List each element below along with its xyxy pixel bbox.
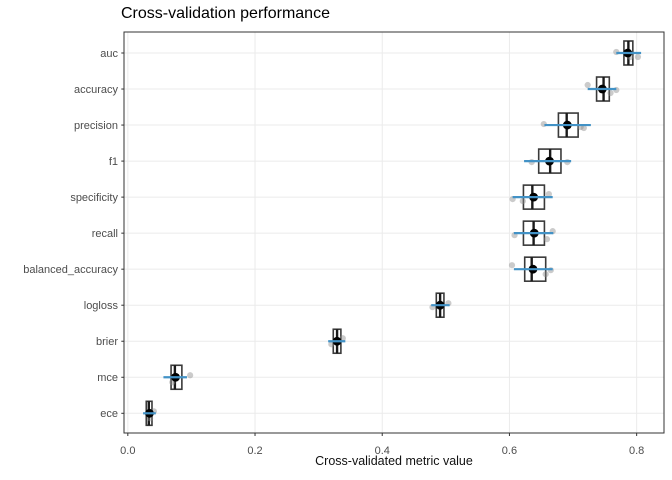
panel-background — [124, 32, 664, 433]
x-axis-title: Cross-validated metric value — [315, 454, 473, 468]
x-tick-label-0.2: 0.2 — [247, 445, 262, 457]
jitter-point-specificity-1 — [519, 198, 526, 205]
panel-border — [123, 31, 665, 434]
jitter-point-specificity-2 — [545, 191, 552, 198]
jitter-point-balanced_accuracy-0 — [508, 262, 516, 269]
y-tick-label-mce: mce — [97, 372, 118, 384]
jitter-point-balanced_accuracy-1 — [542, 271, 549, 278]
jitter-point-brier-0 — [328, 341, 335, 348]
x-tick-label-0.8: 0.8 — [629, 445, 644, 457]
jitter-point-auc-2 — [634, 53, 642, 61]
y-tick-label-brier: brier — [96, 336, 118, 348]
chart-title: Cross-validation performance — [121, 5, 330, 22]
y-tick-label-precision: precision — [74, 120, 118, 132]
jitter-point-accuracy-1 — [607, 89, 614, 97]
jitter-point-brier-1 — [339, 335, 346, 342]
y-tick-label-auc: auc — [100, 48, 118, 60]
y-tick-label-recall: recall — [92, 228, 118, 240]
x-tick-label-0: 0.0 — [120, 445, 135, 457]
y-tick-label-balanced_accuracy: balanced_accuracy — [23, 264, 118, 276]
y-tick-label-accuracy: accuracy — [74, 84, 119, 96]
x-tick-label-0.6: 0.6 — [502, 445, 517, 457]
y-tick-label-logloss: logloss — [84, 300, 119, 312]
jitter-point-precision-2 — [580, 124, 587, 132]
y-tick-label-ece: ece — [100, 408, 118, 420]
y-tick-label-f1: f1 — [109, 156, 118, 168]
jitter-point-accuracy-0 — [584, 81, 591, 89]
y-tick-label-specificity: specificity — [70, 192, 118, 204]
jitter-point-recall-1 — [543, 236, 551, 243]
x-tick-label-0.4: 0.4 — [375, 445, 390, 457]
jitter-point-mce-1 — [187, 372, 194, 379]
